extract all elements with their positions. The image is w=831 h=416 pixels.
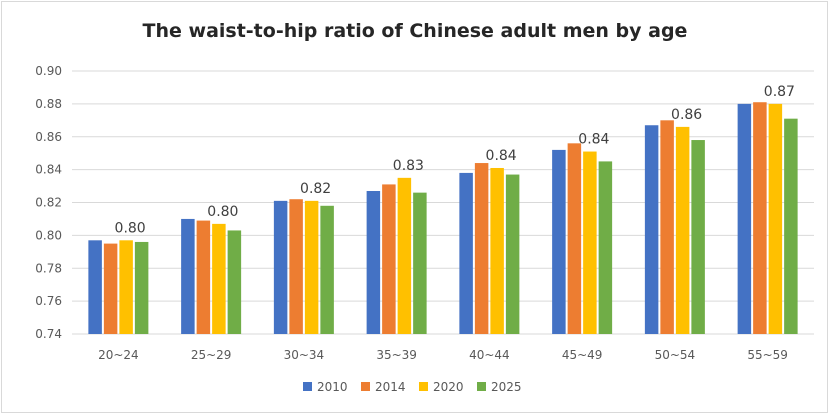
y-tick-label: 0.90 [35, 64, 62, 78]
bar-2020-40~44 [490, 167, 504, 334]
legend: 2010 2014 2020 2025 [303, 380, 522, 394]
bar-2010-20~24 [88, 240, 102, 334]
bar-2014-35~39 [382, 184, 396, 334]
bar-2020-45~49 [583, 151, 597, 334]
y-axis: 0.74 0.76 0.78 0.80 0.82 0.84 0.86 0.88 0.90 [35, 64, 62, 341]
legend-label-2020: 2020 [433, 380, 464, 394]
data-labels: 0.80 0.80 0.82 0.83 0.84 0.84 0.86 0.87 [115, 84, 795, 236]
data-label: 0.82 [300, 181, 331, 197]
x-tick-label: 50~54 [655, 348, 696, 362]
bar-2014-45~49 [567, 143, 582, 334]
x-tick-label: 35~39 [376, 348, 417, 362]
bars [88, 102, 798, 335]
x-tick-label: 25~29 [191, 348, 232, 362]
legend-swatch-2020 [419, 382, 428, 391]
x-tick-label: 45~49 [562, 348, 603, 362]
data-label: 0.86 [671, 107, 702, 123]
bar-2014-30~34 [289, 199, 303, 334]
data-label: 0.80 [207, 204, 238, 220]
x-tick-label: 55~59 [747, 348, 788, 362]
bar-2014-25~29 [196, 220, 211, 334]
y-tick-label: 0.80 [35, 228, 62, 242]
bar-2020-20~24 [119, 240, 133, 334]
y-tick-label: 0.84 [35, 163, 62, 177]
bar-2020-50~54 [675, 126, 690, 334]
chart-title: The waist-to-hip ratio of Chinese adult … [143, 20, 688, 42]
bar-2020-55~59 [768, 103, 783, 334]
bar-2025-35~39 [413, 192, 427, 334]
x-axis: 20~24 25~29 30~34 35~39 40~44 45~49 50~54 55~59 [98, 348, 788, 362]
x-tick-label: 20~24 [98, 348, 139, 362]
x-tick-label: 40~44 [469, 348, 510, 362]
y-tick-label: 0.78 [35, 261, 62, 275]
bar-2025-45~49 [598, 161, 613, 334]
bar-2010-30~34 [273, 200, 288, 334]
bar-2010-25~29 [181, 218, 195, 334]
bar-2010-50~54 [644, 125, 659, 335]
legend-label-2014: 2014 [375, 380, 406, 394]
y-tick-label: 0.86 [35, 130, 62, 144]
bar-2020-30~34 [304, 200, 319, 334]
bar-2014-20~24 [103, 243, 118, 334]
data-label: 0.84 [578, 132, 609, 148]
bar-2020-25~29 [212, 223, 226, 334]
data-label: 0.84 [486, 148, 517, 164]
legend-swatch-2014 [361, 382, 370, 391]
y-tick-label: 0.82 [35, 196, 62, 210]
bar-2025-25~29 [227, 230, 242, 334]
legend-label-2025: 2025 [491, 380, 522, 394]
data-label: 0.80 [115, 220, 146, 236]
data-label: 0.83 [393, 158, 424, 174]
bar-2025-55~59 [784, 118, 798, 334]
bar-2014-40~44 [474, 163, 489, 334]
bar-2010-55~59 [737, 103, 752, 334]
bar-2014-55~59 [753, 102, 767, 334]
bar-2020-35~39 [397, 177, 412, 334]
legend-label-2010: 2010 [317, 380, 348, 394]
bar-2014-50~54 [660, 120, 674, 334]
bar-2025-20~24 [134, 241, 149, 334]
legend-swatch-2010 [303, 382, 312, 391]
bar-2025-30~34 [320, 205, 334, 334]
bar-2025-40~44 [505, 174, 520, 334]
x-tick-label: 30~34 [284, 348, 325, 362]
bar-2010-35~39 [366, 190, 381, 334]
y-tick-label: 0.88 [35, 97, 62, 111]
data-label: 0.87 [764, 84, 795, 100]
legend-swatch-2025 [477, 382, 486, 391]
y-tick-label: 0.74 [35, 327, 62, 341]
bar-2010-45~49 [552, 149, 566, 334]
bar-2010-40~44 [459, 172, 473, 334]
y-tick-label: 0.76 [35, 294, 62, 308]
grid-lines [72, 70, 814, 335]
bar-2025-50~54 [691, 140, 705, 334]
